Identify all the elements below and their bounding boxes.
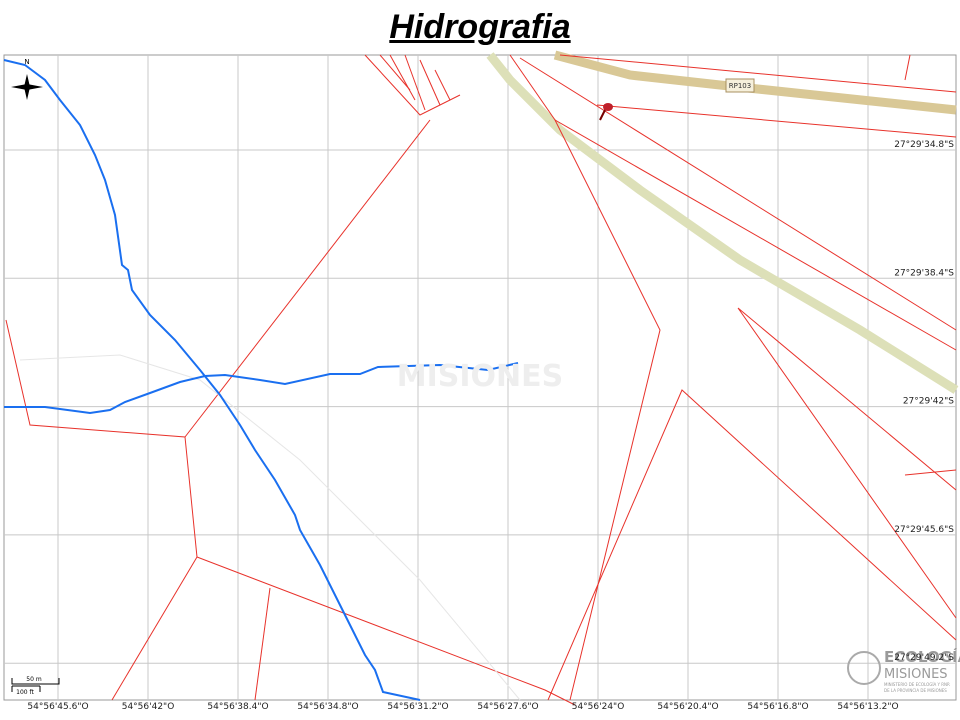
watermark: MISIONES xyxy=(397,359,564,394)
longitude-label: 54°56'38.4"O xyxy=(207,702,268,712)
page-title: Hidrografia xyxy=(389,8,571,46)
logo-line: MINISTERIO DE ECOLOGÍA Y RNR xyxy=(884,682,950,687)
scale-metric: 50 m xyxy=(26,676,42,683)
longitude-label: 54°56'20.4"O xyxy=(657,702,718,712)
logo-line: ECOLOGÍA xyxy=(884,647,960,666)
latitude-label: 27°29'45.6"S xyxy=(894,525,954,535)
scale-bar: 50 m 100 ft xyxy=(11,676,60,696)
longitude-label: 54°56'27.6"O xyxy=(477,702,538,712)
north-arrow: N xyxy=(11,58,43,100)
logo-line: MISIONES xyxy=(884,667,948,682)
secondary-road xyxy=(486,52,959,394)
longitude-label: 54°56'24"O xyxy=(572,702,625,712)
longitude-label: 54°56'16.8"O xyxy=(747,702,808,712)
track xyxy=(19,354,521,701)
road-label: RP103 xyxy=(729,82,751,90)
road-rp103 xyxy=(553,50,957,115)
river xyxy=(3,59,421,701)
longitude-label: 54°56'13.2"O xyxy=(837,702,898,712)
latitude-label: 27°29'38.4"S xyxy=(894,268,954,278)
longitude-label: 54°56'42"O xyxy=(122,702,175,712)
latitude-label: 27°29'34.8"S xyxy=(894,140,954,150)
longitude-label: 54°56'45.6"O xyxy=(27,702,88,712)
map-frame xyxy=(3,54,957,701)
river xyxy=(4,362,519,415)
north-label: N xyxy=(24,58,29,66)
logo-line: DE LA PROVINCIA DE MISIONES xyxy=(884,688,947,693)
longitude-label: 54°56'31.2"O xyxy=(387,702,448,712)
parcels xyxy=(5,54,957,706)
latitude-label: 27°29'42"S xyxy=(903,397,954,407)
latitude-label: 27°29'49.2"S xyxy=(894,653,954,663)
scale-imperial: 100 ft xyxy=(16,689,34,696)
longitude-label: 54°56'34.8"O xyxy=(297,702,358,712)
road-shield xyxy=(725,78,755,93)
pushpin xyxy=(599,103,613,121)
logo: ECOLOGÍA MISIONES MINISTERIO DE ECOLOGÍA… xyxy=(847,647,960,693)
